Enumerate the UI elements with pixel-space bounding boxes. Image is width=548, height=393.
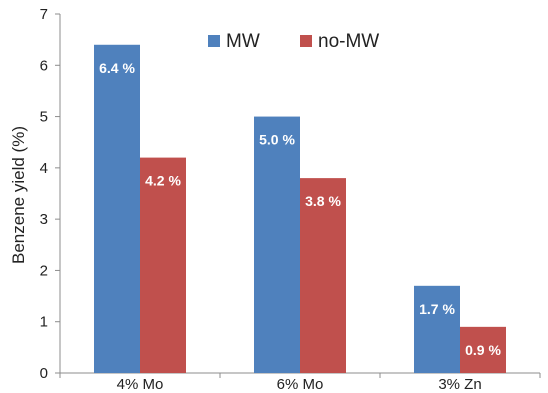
y-tick-label: 4: [40, 160, 48, 177]
data-label: 6.4 %: [99, 60, 135, 76]
data-label: 1.7 %: [419, 301, 455, 317]
y-tick-label: 7: [40, 6, 48, 23]
legend-label: no-MW: [318, 31, 379, 52]
y-tick-label: 2: [40, 262, 48, 279]
data-label: 4.2 %: [145, 173, 181, 189]
x-tick-label: 4% Mo: [117, 376, 164, 393]
y-tick-label: 5: [40, 109, 48, 126]
legend: MW no-MW: [208, 31, 379, 52]
y-tick-label: 1: [40, 314, 48, 331]
legend-swatch: [300, 35, 312, 47]
bar-no-mw: [300, 178, 346, 373]
y-axis-title: Benzene yield (%): [9, 126, 28, 264]
bar-mw: [94, 44, 140, 374]
bar-mw: [414, 285, 460, 373]
y-tick-label: 0: [40, 365, 48, 382]
bar-mw: [254, 116, 300, 374]
bar-no-mw: [140, 157, 186, 373]
x-tick-label: 6% Mo: [277, 376, 324, 393]
y-tick-label: 6: [40, 57, 48, 74]
data-label: 3.8 %: [305, 193, 341, 209]
x-tick-label: 3% Zn: [438, 376, 481, 393]
data-label: 5.0 %: [259, 132, 295, 148]
legend-label: MW: [226, 31, 260, 52]
legend-swatch: [208, 35, 220, 47]
data-label: 0.9 %: [465, 342, 501, 358]
bar-no-mw: [460, 326, 506, 373]
bars: 6.4 % 4.2 % 5.0 % 3.8 % 1.7 % 0.9 %: [94, 44, 506, 374]
y-tick-label: 3: [40, 211, 48, 228]
